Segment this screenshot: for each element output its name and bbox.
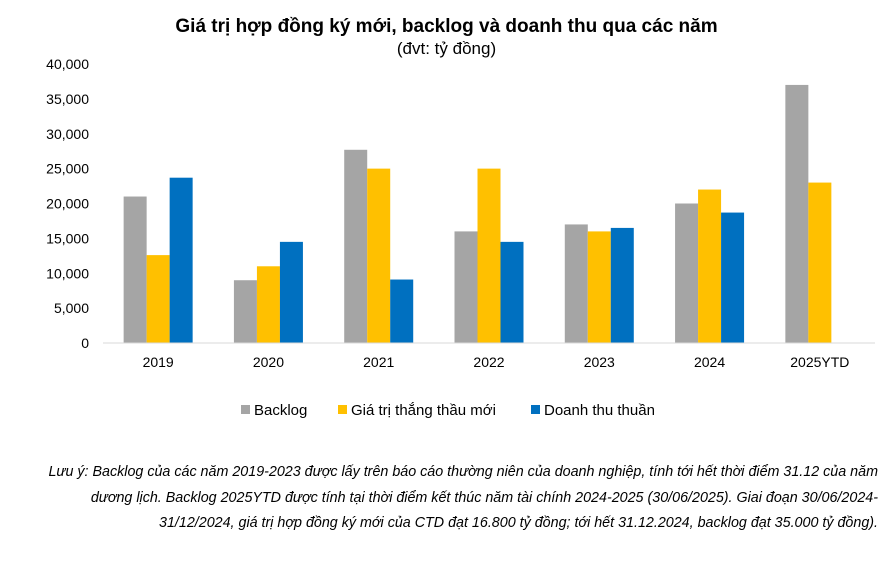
legend-swatch	[338, 405, 347, 414]
bar-giá-trị-thắng-thầu-mới-2023	[587, 231, 611, 343]
bars	[123, 84, 832, 344]
bar-doanh-thu-thuần-2024	[721, 212, 745, 343]
bar-backlog-2022	[454, 231, 478, 343]
bar-giá-trị-thắng-thầu-mới-2022	[477, 168, 501, 343]
bar-backlog-2024	[675, 203, 699, 343]
x-tick-label: 2022	[473, 354, 504, 370]
bar-backlog-2020	[233, 280, 257, 343]
footnote: Lưu ý: Backlog của các năm 2019-2023 đượ…	[48, 464, 878, 531]
bar-doanh-thu-thuần-2020	[279, 241, 303, 343]
x-tick-label: 2020	[253, 354, 284, 370]
bar-doanh-thu-thuần-2019	[169, 177, 193, 343]
legend-swatch	[531, 405, 540, 414]
legend: Backlog Giá trị thắng thầu mới Doanh thu t…	[241, 402, 655, 419]
x-tick-label: 2025YTD	[790, 354, 849, 370]
bar-doanh-thu-thuần-2023	[610, 227, 634, 343]
legend-swatch	[241, 405, 250, 414]
bar-backlog-2019	[123, 196, 147, 343]
y-tick-label: 15,000	[46, 230, 89, 246]
y-tick-label: 40,000	[46, 56, 89, 72]
chart-title: Giá trị hợp đồng ký mới, backlog và doan…	[175, 16, 718, 37]
bar-giá-trị-thắng-thầu-mới-2019	[146, 255, 170, 343]
y-axis: 0 5,000 10,000 15,000 20,000 25,000 30,000 35,0…	[46, 56, 89, 351]
x-tick-label: 2024	[694, 354, 725, 370]
bar-giá-trị-thắng-thầu-mới-2020	[256, 266, 280, 343]
bar-giá-trị-thắng-thầu-mới-2024	[698, 189, 722, 343]
bar-backlog-2023	[564, 224, 588, 343]
y-tick-label: 10,000	[46, 265, 89, 281]
chart-subtitle: (đvt: tỷ đồng)	[396, 39, 497, 58]
bar-chart: 0 5,000 10,000 15,000 20,000 25,000 30,000 35,0…	[46, 56, 875, 419]
y-tick-label: 30,000	[46, 126, 89, 142]
bar-giá-trị-thắng-thầu-mới-2021	[367, 168, 391, 343]
bar-doanh-thu-thuần-2021	[390, 279, 414, 343]
x-tick-label: 2023	[584, 354, 615, 370]
bar-giá-trị-thắng-thầu-mới-2025YTD	[808, 182, 832, 343]
bar-backlog-2021	[344, 149, 368, 343]
x-tick-label: 2019	[143, 354, 174, 370]
y-tick-label: 35,000	[46, 91, 89, 107]
bar-doanh-thu-thuần-2022	[500, 241, 524, 343]
y-tick-label: 5,000	[54, 300, 89, 316]
y-tick-label: 25,000	[46, 161, 89, 177]
x-axis: 2019 2020 2021 2022 2023 2024 2025YTD	[143, 354, 850, 370]
legend-label: Giá trị thắng thầu mới	[351, 402, 496, 419]
legend-label: Doanh thu thuần	[544, 402, 655, 419]
y-tick-label: 20,000	[46, 196, 89, 212]
x-tick-label: 2021	[363, 354, 394, 370]
y-tick-label: 0	[81, 335, 89, 351]
bar-backlog-2025YTD	[785, 84, 809, 344]
legend-label: Backlog	[254, 402, 307, 419]
